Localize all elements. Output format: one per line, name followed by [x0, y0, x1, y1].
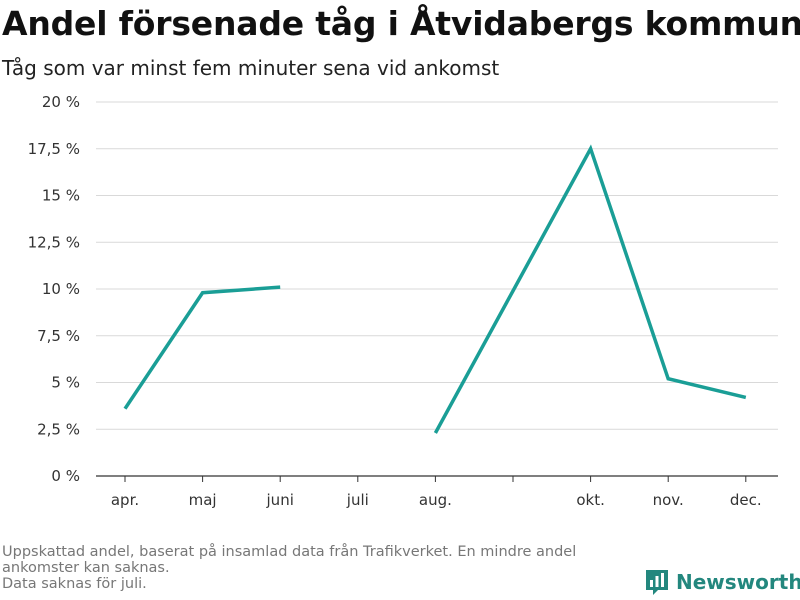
y-tick-label: 17,5 % — [28, 140, 80, 158]
gridlines — [96, 101, 778, 477]
x-tick-label: juni — [266, 491, 294, 509]
chart-title: Andel försenade tåg i Åtvidabergs kommun — [2, 4, 800, 43]
y-tick-label: 15 % — [42, 187, 80, 205]
line-chart: 0 % 2,5 % 5 % 7,5 % 10 % 12,5 % 15 % 17,5 % 20 %… — [28, 93, 778, 509]
brand-logo: Newsworthy — [644, 568, 800, 596]
x-tick-label: aug. — [419, 491, 452, 509]
x-tick-label: okt. — [576, 491, 605, 509]
y-axis-ticks: 0 % 2,5 % 5 % 7,5 % 10 % 12,5 % 15 % 17,5 % 20 % — [28, 93, 80, 485]
brand-name: Newsworthy — [676, 570, 800, 594]
chart-subtitle: Tåg som var minst fem minuter sena vid a… — [2, 56, 500, 80]
series-lines — [123, 144, 747, 434]
footnote-line-2: ankomster kan saknas. — [2, 560, 170, 576]
y-tick-label: 10 % — [42, 280, 80, 298]
series-line-segment — [123, 285, 281, 410]
x-tick-label: apr. — [111, 491, 139, 509]
x-tick-label: dec. — [730, 491, 762, 509]
bar-chart-icon — [646, 570, 668, 595]
footnote-line-1: Uppskattad andel, baserat på insamlad da… — [2, 544, 577, 560]
x-tick-label: juli — [346, 491, 369, 509]
y-tick-label: 2,5 % — [37, 420, 80, 438]
x-tick-label: nov. — [653, 491, 684, 509]
x-axis: apr. maj juni juli aug. okt. nov. dec. — [111, 476, 762, 509]
x-tick-label: maj — [189, 491, 217, 509]
footnote-line-3: Data saknas för juli. — [2, 576, 147, 592]
y-tick-label: 20 % — [42, 93, 80, 111]
y-tick-label: 7,5 % — [37, 327, 80, 345]
footnote: Uppskattad andel, baserat på insamlad da… — [2, 544, 642, 592]
y-tick-label: 5 % — [51, 374, 80, 392]
series-line-segment — [433, 144, 747, 434]
y-tick-label: 12,5 % — [28, 233, 80, 251]
y-tick-label: 0 % — [51, 467, 80, 485]
